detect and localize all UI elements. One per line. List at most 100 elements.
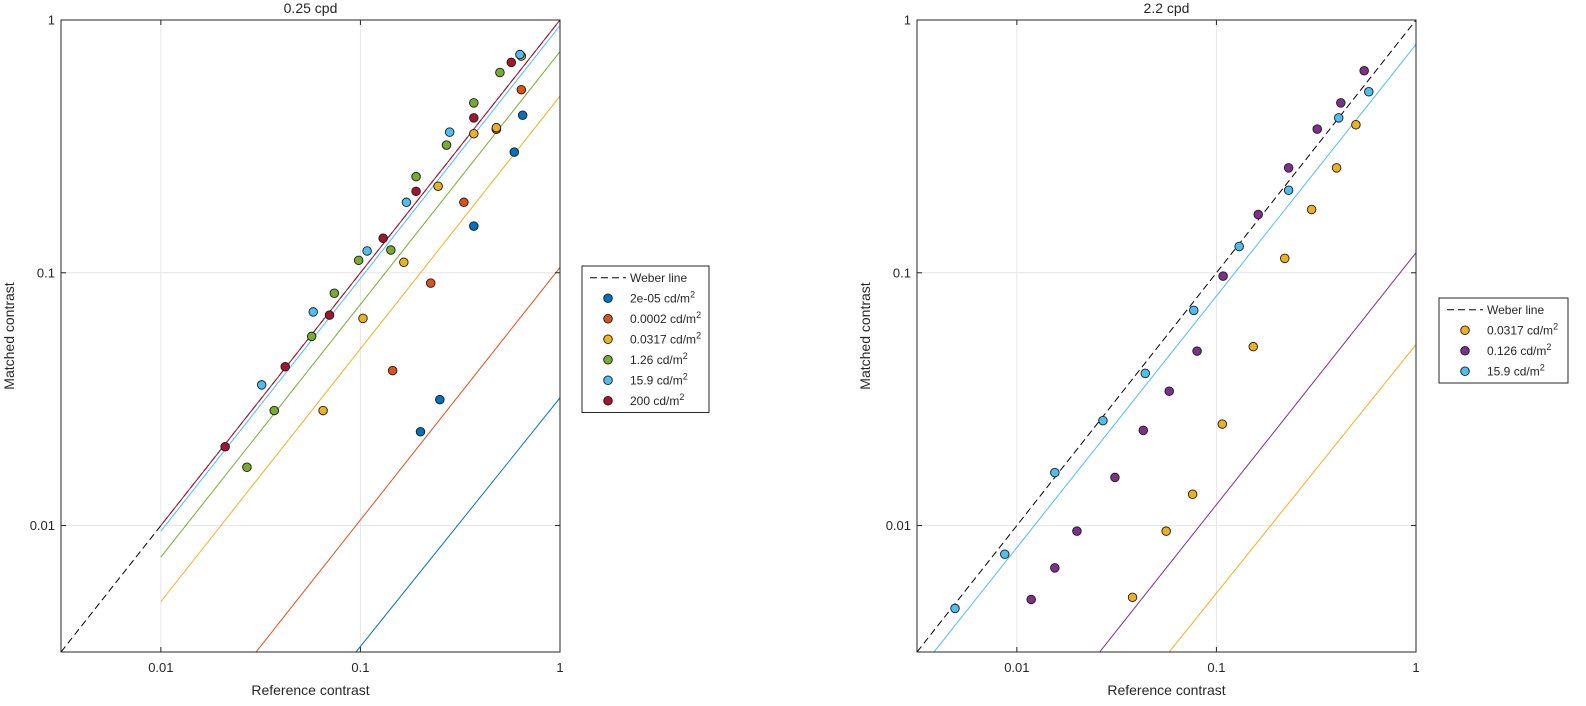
series-points	[220, 57, 517, 452]
legend-box	[1438, 297, 1569, 384]
legend-unit-superscript: 2	[683, 371, 688, 381]
data-point	[399, 257, 409, 268]
data-point	[358, 313, 368, 324]
plot-area	[917, 20, 1416, 652]
chart-title: 0.25 cpd	[284, 0, 338, 16]
data-point	[242, 462, 252, 473]
data-point	[1161, 526, 1171, 536]
data-point	[411, 171, 421, 182]
data-point	[329, 288, 340, 298]
x-tick-label: 1	[1412, 660, 1419, 675]
series-points	[242, 67, 505, 473]
legend-marker	[1460, 325, 1470, 336]
y-axis-label: Matched contrast	[1, 282, 17, 389]
data-point	[401, 197, 412, 208]
legend-box	[581, 265, 710, 413]
legend-weber-label: Weber line	[630, 271, 687, 285]
data-point	[1050, 563, 1060, 573]
data-point	[1218, 271, 1228, 281]
legend-series-name: 200	[630, 394, 650, 408]
legend-unit-superscript: 2	[696, 310, 701, 320]
data-point	[469, 221, 479, 231]
series-points	[1127, 120, 1361, 603]
data-point	[469, 113, 479, 123]
fit-line	[355, 397, 560, 652]
fit-line	[160, 95, 560, 602]
legend-marker	[603, 314, 613, 324]
series-points	[950, 87, 1374, 614]
legend-marker	[603, 293, 613, 304]
data-point	[435, 394, 445, 405]
data-point	[353, 255, 364, 266]
legend-entry-label: 0.126 cd/m2	[1487, 342, 1551, 358]
legend-unit: cd/m	[657, 373, 683, 387]
legend-unit: cd/m	[664, 291, 690, 305]
data-point	[1189, 305, 1199, 316]
chart-title: 2.2 cpd	[1144, 0, 1190, 16]
y-tick-label: 0.01	[30, 518, 55, 533]
legend-marker	[603, 396, 613, 406]
data-point	[506, 57, 517, 68]
data-point	[950, 603, 960, 614]
legend-series-name: 15.9	[1487, 364, 1511, 378]
legend-unit-superscript: 2	[1540, 362, 1545, 372]
data-point	[280, 361, 290, 372]
legend-marker	[603, 355, 613, 365]
legend-unit-superscript: 2	[683, 351, 688, 361]
data-point	[386, 245, 396, 255]
data-point	[308, 307, 318, 317]
data-point	[411, 186, 421, 197]
fit-line	[933, 44, 1416, 652]
legend-unit-superscript: 2	[690, 289, 695, 299]
data-point	[1072, 526, 1082, 536]
data-point	[441, 140, 452, 150]
legend-series-name: 0.126	[1487, 344, 1517, 358]
data-point	[1110, 472, 1120, 483]
data-point	[378, 233, 388, 243]
series-points	[1026, 65, 1369, 605]
data-point	[1026, 594, 1036, 605]
data-point	[1312, 124, 1322, 134]
fit-line	[160, 51, 560, 558]
data-point	[491, 122, 502, 133]
data-point	[1140, 368, 1151, 379]
data-point	[1192, 346, 1202, 356]
data-point	[415, 426, 426, 437]
legend-marker	[1460, 346, 1470, 356]
legend-entry-label: 0.0317 cd/m2	[630, 330, 701, 346]
x-tick-label: 0.1	[1207, 660, 1225, 675]
data-point	[387, 365, 398, 376]
weber-line	[917, 20, 1416, 652]
legend-entry-label: 15.9 cd/m2	[1487, 362, 1545, 378]
legend-unit: cd/m	[657, 353, 683, 367]
data-point	[459, 197, 469, 208]
data-point	[1333, 113, 1344, 123]
legend-entry-label: 15.9 cd/m2	[630, 371, 688, 387]
data-point	[1283, 185, 1294, 196]
legend-marker	[1460, 366, 1470, 377]
data-point	[425, 278, 436, 288]
data-point	[495, 67, 505, 78]
legend-series-name: 0.0002	[630, 312, 667, 326]
legend-series-name: 2e-05	[630, 291, 661, 305]
data-point	[362, 246, 372, 256]
data-point	[256, 380, 267, 390]
data-point	[469, 98, 479, 108]
series-points	[256, 49, 525, 390]
axes-box	[60, 19, 561, 653]
legend-entry-label: 1.26 cd/m2	[630, 351, 688, 367]
data-point	[433, 181, 443, 191]
legend-unit: cd/m	[653, 394, 679, 408]
data-point	[1000, 549, 1010, 559]
x-tick-label: 0.01	[148, 660, 173, 675]
axes-box	[916, 19, 1417, 653]
data-point	[1364, 87, 1374, 97]
data-point	[469, 128, 479, 139]
legend-weber-label: Weber line	[1487, 303, 1544, 317]
legend-unit: cd/m	[670, 312, 696, 326]
y-tick-label: 0.01	[886, 518, 911, 533]
legend-series-name: 1.26	[630, 353, 654, 367]
fit-line	[160, 20, 560, 526]
